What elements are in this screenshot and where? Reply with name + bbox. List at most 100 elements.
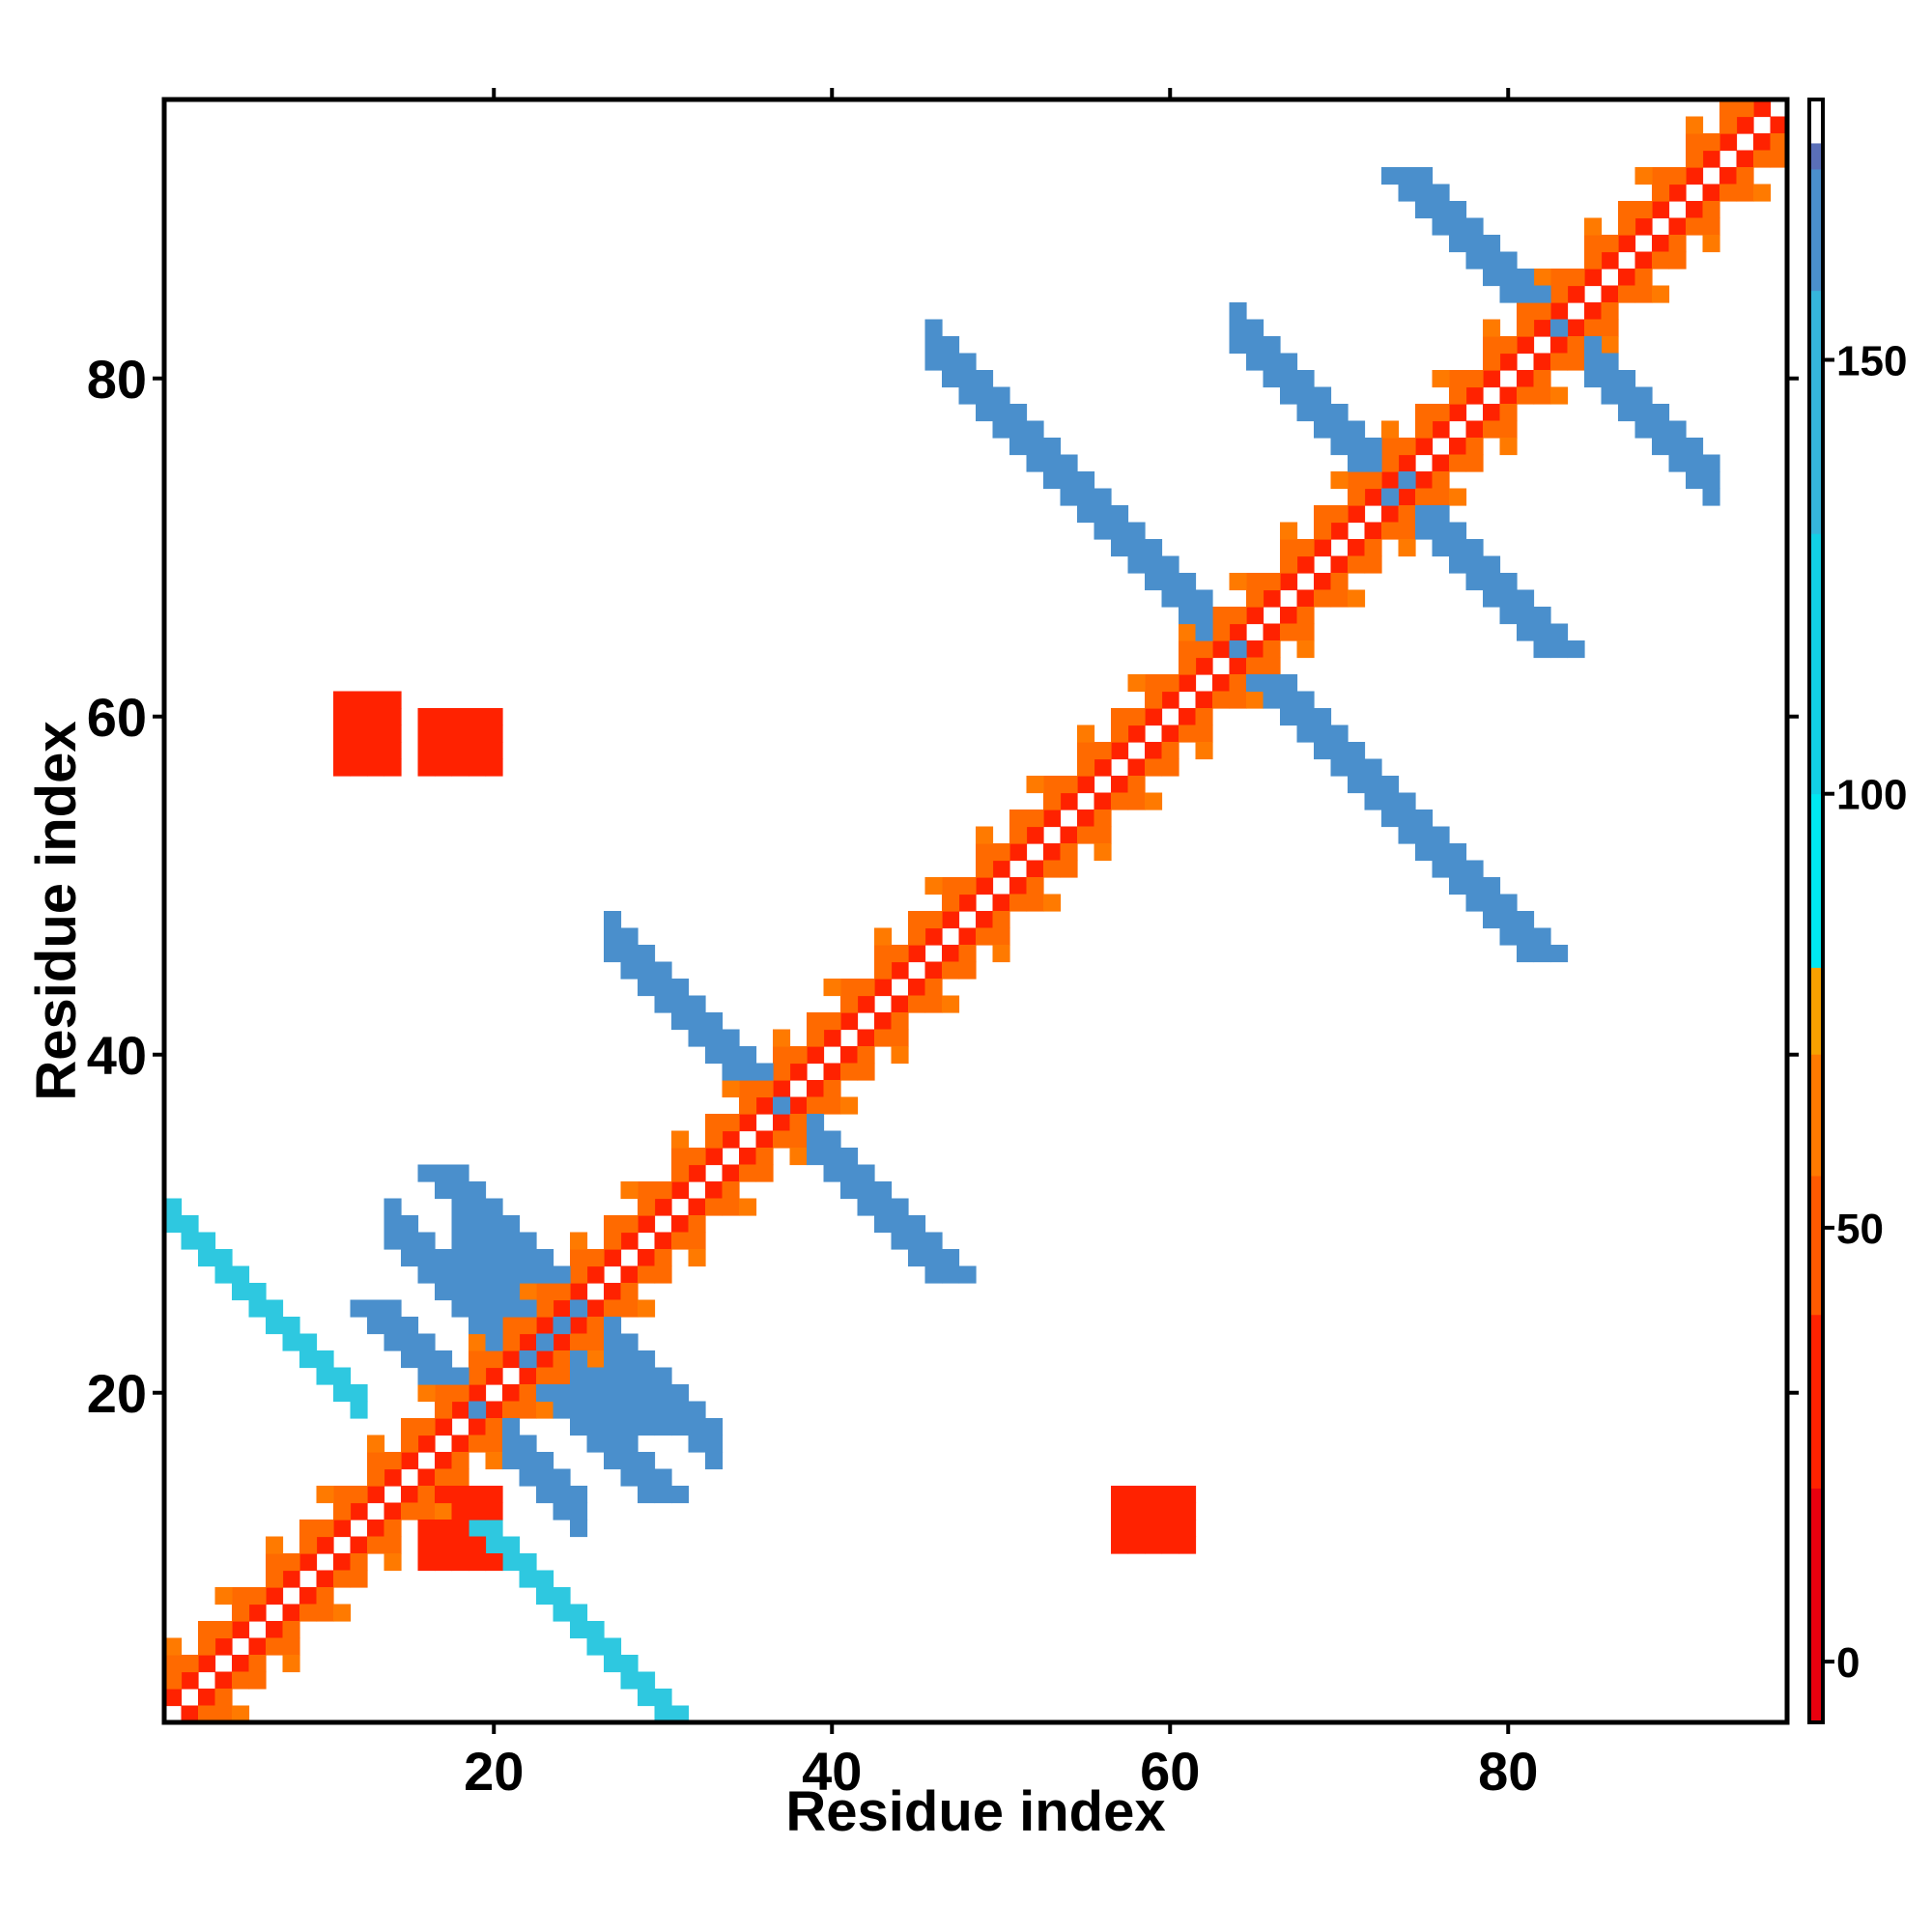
heatmap-cell (1330, 505, 1349, 524)
heatmap-cell (604, 927, 622, 946)
heatmap-cell (1330, 555, 1349, 574)
heatmap-cell (1161, 742, 1179, 760)
heatmap-cell (1702, 471, 1720, 490)
heatmap-cell (1296, 386, 1315, 405)
heatmap-cell (485, 1435, 503, 1453)
heatmap-cell (401, 1350, 419, 1369)
heatmap-cell (638, 1671, 656, 1690)
heatmap-cell (807, 1046, 825, 1065)
heatmap-cell (722, 1029, 740, 1047)
heatmap-cell (485, 1553, 503, 1572)
heatmap-cell (773, 1114, 791, 1132)
heatmap-cell (823, 1012, 841, 1031)
heatmap-cell (1229, 607, 1247, 625)
heatmap-cell (1179, 589, 1197, 608)
heatmap-cell (1584, 302, 1603, 321)
heatmap-cell (1398, 471, 1416, 490)
heatmap-cell (1499, 420, 1518, 439)
heatmap-cell (620, 1655, 639, 1673)
heatmap-cell (485, 1350, 503, 1369)
heatmap-cell (232, 1283, 250, 1301)
heatmap-cell (620, 1333, 639, 1351)
heatmap-cell (1499, 386, 1518, 405)
heatmap-cell (1770, 133, 1788, 152)
heatmap-cell (1043, 454, 1062, 472)
heatmap-cell (282, 1570, 300, 1588)
heatmap-cell (755, 1148, 774, 1166)
heatmap-cell (958, 961, 977, 980)
heatmap-cell (451, 1198, 469, 1216)
heatmap-cell (1517, 623, 1535, 641)
heatmap-cell (874, 1029, 893, 1047)
heatmap-cell (435, 1486, 453, 1504)
heatmap-cell (688, 1215, 706, 1234)
heatmap-cell (586, 1317, 605, 1335)
heatmap-cell (1483, 573, 1501, 591)
heatmap-cell (1601, 386, 1619, 405)
heatmap-cell (604, 1637, 622, 1656)
heatmap-cell (1195, 657, 1213, 675)
heatmap-cell (1111, 1536, 1129, 1554)
heatmap-cell (469, 1502, 487, 1520)
heatmap-cell (1449, 438, 1467, 456)
heatmap-cell (553, 1384, 571, 1403)
heatmap-cell (620, 1232, 639, 1250)
heatmap-cell (705, 1130, 724, 1149)
heatmap-cell (924, 979, 943, 997)
heatmap-cell (654, 1486, 672, 1504)
heatmap-cell (604, 1435, 622, 1453)
heatmap-cell (1179, 623, 1197, 641)
heatmap-cell (553, 1299, 571, 1318)
heatmap-cell (1127, 1486, 1146, 1504)
heatmap-cell (1449, 235, 1467, 253)
heatmap-cell (299, 1536, 318, 1554)
heatmap-cell (1009, 420, 1028, 439)
heatmap-cell (1263, 674, 1281, 693)
heatmap-cell (1398, 792, 1416, 810)
heatmap-cell (908, 1215, 926, 1234)
heatmap-cell (248, 1299, 267, 1318)
heatmap-cell (942, 336, 960, 355)
heatmap-cell (1652, 404, 1670, 422)
heatmap-cell (1111, 742, 1129, 760)
heatmap-cell (992, 420, 1010, 439)
heatmap-cell (1229, 640, 1247, 659)
heatmap-cell (1449, 555, 1467, 574)
heatmap-cell (1296, 404, 1315, 422)
x-tick-label: 80 (1478, 1741, 1538, 1802)
heatmap-cell (1770, 116, 1788, 134)
heatmap-cell (469, 1232, 487, 1250)
heatmap-cell (992, 894, 1010, 912)
heatmap-cell (1314, 522, 1332, 540)
heatmap-cell (1465, 860, 1484, 878)
heatmap-cell (316, 1367, 334, 1385)
heatmap-cell (485, 1198, 503, 1216)
heatmap-cell (316, 1604, 334, 1622)
heatmap-cell (671, 1130, 690, 1149)
heatmap-cell (570, 1502, 588, 1520)
heatmap-cell (1381, 505, 1400, 524)
heatmap-cell (417, 1350, 436, 1369)
heatmap-cell (384, 1553, 402, 1572)
heatmap-cell (1330, 522, 1349, 540)
heatmap-cell (1618, 269, 1636, 287)
heatmap-cell (1652, 201, 1670, 219)
heatmap-cell (1465, 555, 1484, 574)
heatmap-cell (1314, 573, 1332, 591)
heatmap-cell (1449, 488, 1467, 506)
heatmap-cell (401, 1435, 419, 1453)
heatmap-cell (1567, 353, 1585, 371)
heatmap-cell (435, 1265, 453, 1284)
heatmap-cell (1567, 285, 1585, 303)
heatmap-cell (705, 1148, 724, 1166)
heatmap-cell (469, 1299, 487, 1318)
heatmap-cell (519, 1249, 537, 1267)
heatmap-cell (350, 1401, 368, 1419)
heatmap-cell (417, 1265, 436, 1284)
heatmap-cell (1483, 404, 1501, 422)
heatmap-cell (1094, 810, 1112, 828)
heatmap-cell (485, 1283, 503, 1301)
heatmap-cell (198, 1249, 216, 1267)
heatmap-cell (924, 1249, 943, 1267)
heatmap-cell (1364, 488, 1382, 506)
